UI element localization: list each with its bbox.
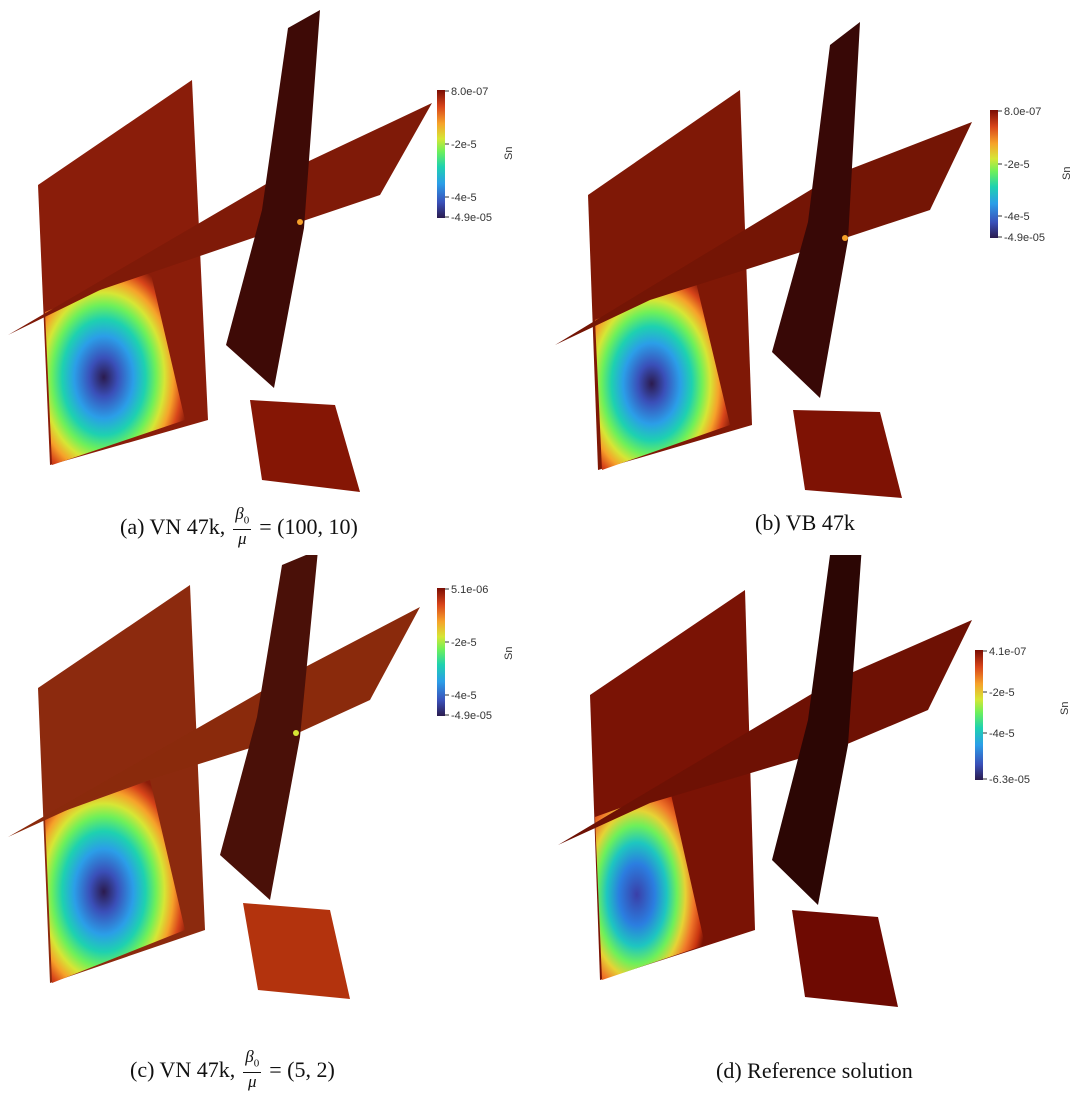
subscript: 0 (243, 514, 250, 527)
subscript: 0 (253, 1057, 260, 1070)
caption-c: (c) VN 47k, β0 μ = (5, 2) (130, 1048, 335, 1091)
caption-d: (d) Reference solution (716, 1058, 913, 1084)
fraction: β0 μ (243, 1047, 262, 1092)
fracture-render: 8.0e-07 -2e-5 -4e-5 -4.9e-05 Sn (555, 22, 1073, 498)
colorbar-max-label: 4.1e-07 (989, 646, 1026, 658)
colorbar (990, 110, 998, 238)
colorbar-tick: -4e-5 (451, 192, 477, 204)
fracture-render: 5.1e-06 -2e-5 -4e-5 -4.9e-05 Sn (8, 555, 515, 999)
colorbar-title: Sn (1061, 167, 1073, 180)
horizontal-plane (555, 122, 972, 345)
colorbar (975, 650, 983, 780)
panel-a: 8.0e-07 -2e-5 -4e-5 -4.9e-05 Sn (0, 0, 540, 500)
fracture-render: 8.0e-07 -2e-5 -4e-5 -4.9e-05 Sn (8, 10, 515, 492)
fracture-render: 4.1e-07 -2e-5 -4e-5 -6.3e-05 Sn (558, 555, 1071, 1007)
beta-symbol: β (235, 504, 244, 523)
colorbar-title: Sn (1059, 702, 1071, 715)
colorbar-min-label: -4.9e-05 (451, 212, 492, 224)
caption-prefix: (a) VN 47k, (120, 513, 226, 539)
colorbar-min-label: -4.9e-05 (1004, 232, 1045, 244)
colorbar (437, 588, 445, 716)
horizontal-plane (558, 620, 972, 845)
panel-d: 4.1e-07 -2e-5 -4e-5 -6.3e-05 Sn (540, 555, 1079, 1035)
fraction-numerator: β0 (233, 504, 252, 531)
bottom-plane (250, 400, 360, 492)
horizontal-plane (8, 607, 420, 837)
vertical-plane-dark (772, 22, 860, 398)
vertical-plane-dark (220, 555, 318, 900)
beta-symbol: β (245, 1047, 254, 1066)
colorbar-title: Sn (503, 647, 515, 660)
vertical-plane-dark (226, 10, 320, 388)
pressure-blob (595, 278, 730, 470)
panel-c: 5.1e-06 -2e-5 -4e-5 -4.9e-05 Sn (0, 555, 540, 1035)
colorbar-min-label: -6.3e-05 (989, 774, 1030, 786)
colorbar-max-label: 8.0e-07 (451, 86, 488, 98)
colorbar (437, 90, 445, 218)
caption-prefix: (c) VN 47k, (130, 1056, 236, 1082)
colorbar-max-label: 5.1e-06 (451, 584, 488, 596)
colorbar-tick: -2e-5 (989, 687, 1015, 699)
vertical-plane-dark (772, 555, 862, 905)
intersection-spot (297, 219, 303, 225)
caption-suffix: = (5, 2) (269, 1056, 335, 1082)
colorbar-min-label: -4.9e-05 (451, 710, 492, 722)
pressure-blob (595, 790, 705, 980)
caption-prefix: (d) Reference solution (716, 1058, 913, 1083)
intersection-spot (293, 730, 299, 736)
colorbar-tick: -2e-5 (1004, 159, 1030, 171)
bottom-plane (792, 910, 898, 1007)
horizontal-plane (8, 103, 432, 335)
intersection-spot (842, 235, 848, 241)
panel-b: 8.0e-07 -2e-5 -4e-5 -4.9e-05 Sn (540, 0, 1079, 500)
pressure-blob (45, 780, 185, 983)
colorbar-tick: -4e-5 (1004, 211, 1030, 223)
colorbar-tick: -4e-5 (451, 690, 477, 702)
colorbar-max-label: 8.0e-07 (1004, 106, 1041, 118)
pressure-blob (45, 270, 185, 465)
fraction-denominator: μ (248, 1072, 257, 1092)
bottom-plane (793, 410, 902, 498)
caption-suffix: = (100, 10) (259, 513, 358, 539)
colorbar-tick: -2e-5 (451, 139, 477, 151)
colorbar-title: Sn (503, 147, 515, 160)
bottom-plane (243, 903, 350, 999)
caption-b: (b) VB 47k (755, 510, 855, 536)
fraction: β0 μ (233, 504, 252, 549)
colorbar-tick: -2e-5 (451, 637, 477, 649)
fraction-denominator: μ (238, 529, 247, 549)
colorbar-tick: -4e-5 (989, 728, 1015, 740)
fraction-numerator: β0 (243, 1047, 262, 1074)
caption-a: (a) VN 47k, β0 μ = (100, 10) (120, 505, 358, 548)
caption-prefix: (b) VB 47k (755, 510, 855, 535)
